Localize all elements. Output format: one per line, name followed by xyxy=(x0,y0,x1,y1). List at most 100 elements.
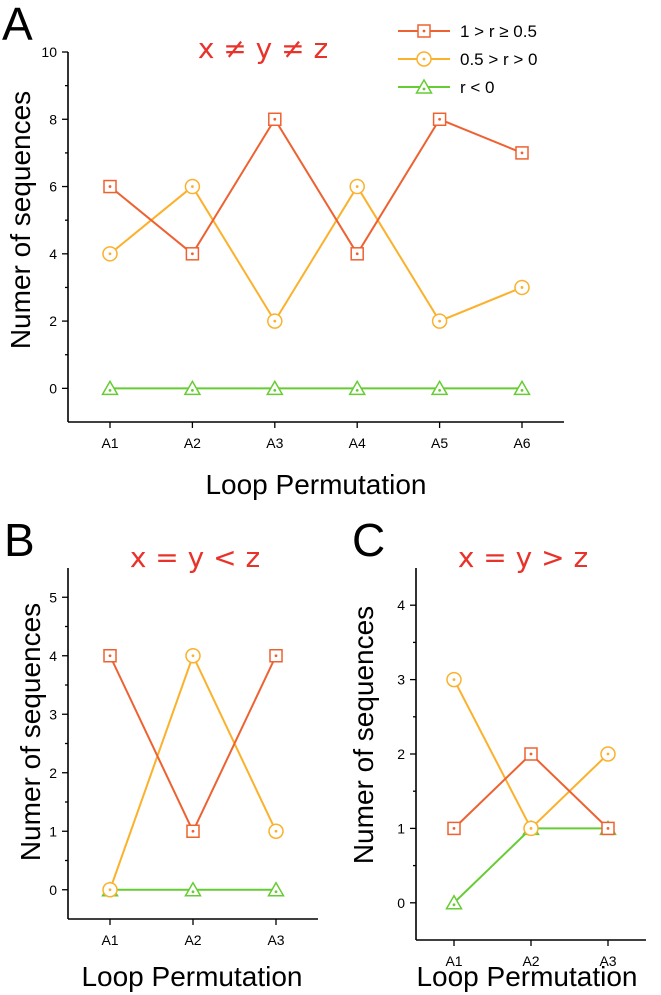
y-tick-label: 2 xyxy=(49,313,57,329)
point-triangle xyxy=(183,379,202,396)
point-circle-dot xyxy=(108,888,112,892)
y-tick-label: 0 xyxy=(397,895,405,911)
point-circle-dot xyxy=(520,286,524,289)
y-tick-label: 2 xyxy=(397,746,405,762)
y-tick-label: 1 xyxy=(397,820,405,836)
point-circle-dot xyxy=(452,678,456,681)
point-triangle-dot xyxy=(355,388,359,392)
point-square-dot xyxy=(191,829,195,833)
point-circle-dot xyxy=(438,319,441,323)
legend: 1 > r ≥ 0.5 0.5 > r > 0 r < 0 xyxy=(398,22,538,97)
panel-c-ylabel: Numer of sequences xyxy=(348,606,379,864)
point-triangle xyxy=(267,881,285,897)
point-circle-dot xyxy=(274,829,278,833)
y-tick-label: 3 xyxy=(49,706,57,722)
legend-label-s1: 1 > r ≥ 0.5 xyxy=(460,22,537,41)
x-tick-label: A1 xyxy=(101,932,118,948)
panel-a-ylabel: Numer of sequences xyxy=(5,91,36,349)
y-tick-label: 8 xyxy=(49,111,57,127)
panel-b-letter: B xyxy=(4,514,35,566)
point-square-dot xyxy=(452,827,456,830)
legend-label-s2: 0.5 > r > 0 xyxy=(460,50,538,69)
panel-c: C x = y > z Loop Permutation Numer of se… xyxy=(348,514,638,992)
legend-triangle-dot xyxy=(422,87,426,91)
series-line-square xyxy=(109,655,277,834)
x-tick-label: A3 xyxy=(267,932,284,948)
y-tick-label: 4 xyxy=(397,597,405,613)
panel-c-plot: 0 1 2 3 4 A1 A2 A3 xyxy=(397,568,646,969)
panel-b-condition: x = y < z xyxy=(130,541,260,574)
y-tick-label: 10 xyxy=(41,44,57,60)
x-tick-label: A1 xyxy=(101,435,118,451)
point-square-dot xyxy=(529,752,533,756)
series-line-square xyxy=(453,752,609,830)
point-square-dot xyxy=(606,827,610,830)
series-line-triangle xyxy=(453,827,608,904)
y-tick-label: 4 xyxy=(49,648,57,664)
point-circle-dot xyxy=(191,185,194,188)
legend-label-s3: r < 0 xyxy=(460,78,495,97)
x-tick-label: A3 xyxy=(266,435,283,451)
legend-triangle-icon xyxy=(415,78,433,94)
panel-c-xlabel: Loop Permutation xyxy=(416,961,637,992)
point-circle-dot xyxy=(108,252,112,256)
panel-a-plot: 0 2 4 6 8 10 A1 A2 A3 A4 A5 A6 xyxy=(41,44,564,451)
point-triangle xyxy=(101,379,119,396)
y-tick-label: 1 xyxy=(49,823,57,839)
point-square-dot xyxy=(438,117,441,121)
point-triangle xyxy=(184,881,202,897)
point-triangle-dot xyxy=(273,388,277,392)
panel-b-ylabel: Numer of sequences xyxy=(15,603,46,861)
point-triangle-dot xyxy=(108,388,112,392)
y-tick-label: 3 xyxy=(397,672,405,688)
x-tick-label: A2 xyxy=(522,953,539,969)
x-tick-label: A6 xyxy=(513,435,530,451)
series-line-circle xyxy=(109,184,523,324)
point-square-dot xyxy=(273,117,277,121)
legend-square-dot xyxy=(422,29,426,33)
point-circle-dot xyxy=(191,654,195,658)
x-tick-label: A3 xyxy=(599,953,616,969)
panel-c-condition: x = y > z xyxy=(458,541,588,574)
panel-c-letter: C xyxy=(352,514,385,566)
y-tick-label: 0 xyxy=(49,882,57,898)
y-tick-label: 2 xyxy=(49,765,57,781)
x-tick-label: A2 xyxy=(184,435,201,451)
point-circle-dot xyxy=(273,319,277,323)
point-square-dot xyxy=(274,654,278,658)
y-tick-label: 5 xyxy=(49,589,57,605)
point-triangle xyxy=(348,379,366,396)
y-tick-label: 0 xyxy=(49,380,57,396)
x-tick-label: A4 xyxy=(349,435,366,451)
panel-a-xlabel: Loop Permutation xyxy=(205,469,426,500)
panel-a: A x ≠ y ≠ z Loop Permutation Numer of se… xyxy=(2,0,427,500)
point-triangle-dot xyxy=(438,388,441,392)
panel-b: B x = y < z Loop Permutation Numer of se… xyxy=(4,514,303,992)
panel-b-plot: 0 1 2 3 4 5 A1 A2 A3 xyxy=(49,568,318,948)
point-circle-dot xyxy=(529,827,533,830)
x-tick-label: A1 xyxy=(445,953,462,969)
point-triangle-dot xyxy=(452,903,456,907)
point-circle-dot xyxy=(355,185,359,188)
series-line-square xyxy=(109,117,523,256)
point-triangle xyxy=(266,379,284,396)
point-circle-dot xyxy=(606,752,610,756)
point-triangle-dot xyxy=(191,388,194,392)
point-triangle-dot xyxy=(191,890,195,894)
panel-a-condition: x ≠ y ≠ z xyxy=(198,32,328,65)
point-triangle xyxy=(513,379,531,396)
point-triangle xyxy=(445,894,463,910)
point-square-dot xyxy=(108,185,112,188)
point-square-dot xyxy=(108,654,112,658)
legend-circle-dot xyxy=(422,57,426,61)
panel-b-xlabel: Loop Permutation xyxy=(81,961,302,992)
panel-a-letter: A xyxy=(2,0,33,50)
point-square-dot xyxy=(520,151,524,155)
x-tick-label: A2 xyxy=(184,932,201,948)
point-square-dot xyxy=(355,252,359,256)
x-tick-label: A5 xyxy=(431,435,448,451)
y-tick-label: 4 xyxy=(49,246,57,262)
point-triangle-dot xyxy=(274,890,278,894)
point-square-dot xyxy=(191,252,194,256)
